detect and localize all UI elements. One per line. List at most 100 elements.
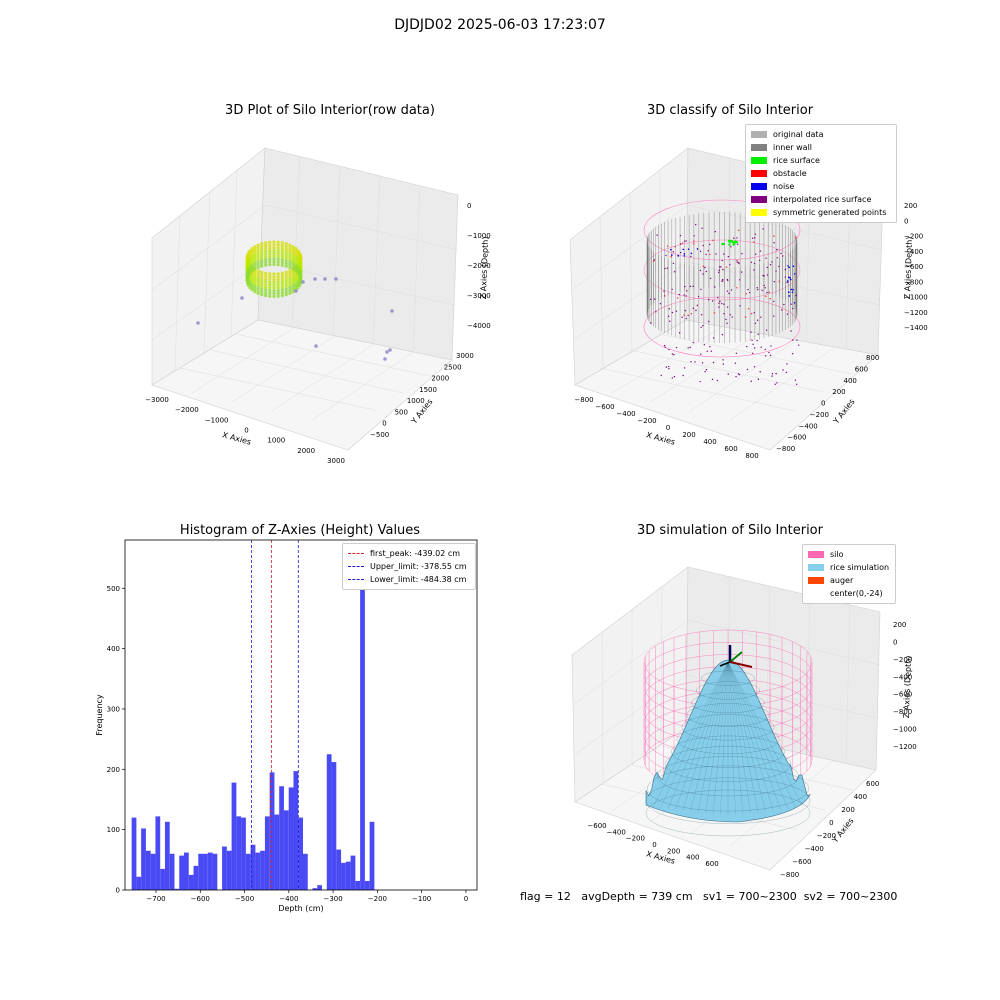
interpolated-point [692,341,695,344]
legend-line [348,566,364,567]
rice-surface-point [291,281,295,285]
interpolated-point [708,320,710,323]
interpolated-point [697,295,700,298]
histogram-bar [269,772,275,890]
interpolated-point [752,352,754,355]
p1-x-tick: 1000 [267,437,285,445]
rice-surface-point [284,261,288,265]
interpolated-point [671,311,674,314]
p1-y-tick: 2500 [444,363,462,371]
p4-x-tick: −600 [587,822,606,830]
interpolated-point [653,298,656,300]
rice-surface-point [284,264,288,268]
noise-point [793,273,796,275]
obstacle-point [744,316,747,318]
p2-z-tick: −1000 [904,294,928,302]
interpolated-point [702,324,704,327]
legend-label: inner wall [773,143,813,152]
histogram-bar [222,846,227,890]
rice-surface-point [296,271,300,275]
y-tick-label: 300 [107,705,120,713]
histogram-bar [193,865,199,890]
legend-item-silo: silo [808,548,890,561]
interpolated-point [776,382,778,384]
rice-surface-point [248,271,252,275]
mound-meridian [667,661,729,809]
rice-surface-point [268,294,272,298]
noise-point [690,252,693,255]
rice-surface-point [284,250,288,254]
obstacle-point [736,286,738,289]
interpolated-point [695,223,697,226]
x-tick-label: −100 [412,895,431,903]
rice-surface-point [250,246,254,251]
p4-z-tick: −1000 [893,726,917,734]
interpolated-point [751,237,754,239]
legend-swatch [751,157,767,164]
mound-meridian [727,661,744,814]
rice-surface-point [268,240,272,244]
noise-point [788,291,790,293]
noise-point [793,302,796,304]
interpolated-point [726,278,729,281]
legend-swatch [808,551,824,558]
obstacle-point [737,229,740,232]
interpolated-point [700,353,702,355]
interpolated-point [739,305,741,307]
rice-surface-point [294,258,298,262]
interpolated-point [726,306,729,308]
interpolated-point [667,315,670,318]
interpolated-point [649,298,652,301]
interpolated-point [721,333,724,336]
interpolated-point [750,380,752,383]
interpolated-point [746,345,748,348]
rice-surface-point [288,288,292,293]
interpolated-point [711,300,714,302]
obstacle-point [681,242,684,244]
noise-point [670,254,673,256]
interpolated-point [751,339,753,341]
interpolated-point [650,322,652,324]
rice-surface-point [264,255,268,259]
panel1-points [196,240,394,361]
legend-label: first_peak: -439.02 cm [370,549,461,558]
rice-surface-point [294,255,298,259]
rice-surface-point [253,281,257,285]
interpolated-point [794,379,797,381]
interpolated-point [763,284,765,287]
rice-surface-point [268,243,272,247]
interpolated-point [778,265,780,268]
rice-surface-point [250,260,254,265]
interpolated-point [782,369,784,371]
histogram-bar [207,852,213,890]
interpolated-point [753,269,755,271]
obstacle-point [795,236,797,239]
rice-surface-point [288,243,292,247]
p4-y-tick: 200 [841,806,854,814]
rice-surface-point [260,281,264,286]
interpolated-point [712,337,715,339]
interpolated-point [722,268,724,271]
rice-surface-point [272,278,276,282]
p2-x-tick: 600 [724,445,737,453]
interpolated-point [764,287,766,289]
rice-surface-point [268,262,272,267]
interpolated-point [763,275,765,277]
rice-surface-point [253,247,257,252]
rice-surface-point [256,246,260,250]
interpolated-point [684,285,686,288]
rice-surface-point [276,289,280,293]
interpolated-point [675,346,678,349]
interpolated-point [773,300,775,303]
rice-surface-point [264,277,268,281]
rice-surface-point [260,244,264,249]
interpolated-point [705,253,707,256]
rice-surface-point [253,253,257,257]
raw-point [334,277,338,281]
legend-item-auger: auger [808,574,890,587]
interpolated-point [673,376,676,378]
interpolated-point [722,363,725,365]
x-tick-label: 0 [464,895,468,903]
interpolated-point [717,271,720,274]
rice-surface-point [296,286,300,290]
